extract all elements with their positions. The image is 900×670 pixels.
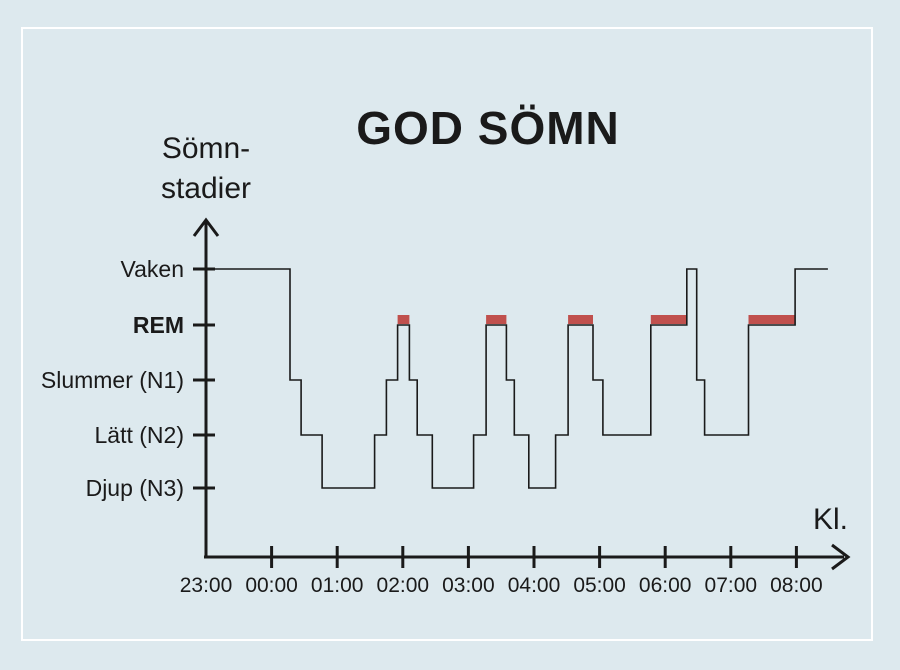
- x-tick-label: 06:00: [639, 574, 692, 597]
- y-tick-label-n1: Slummer (N1): [41, 367, 184, 393]
- rem-period-19: [650, 315, 687, 324]
- x-tick-label: 05:00: [573, 574, 626, 597]
- x-tick-label: 01:00: [311, 574, 364, 597]
- x-tick-label: 04:00: [508, 574, 561, 597]
- x-tick-label: 03:00: [442, 574, 495, 597]
- rem-highlights: [397, 315, 796, 324]
- panel-border: [21, 27, 873, 641]
- x-axis-label: Kl.: [813, 503, 848, 536]
- x-tick-label: 08:00: [770, 574, 823, 597]
- rem-period-6: [397, 315, 410, 324]
- chart-title: GOD SÖMN: [356, 102, 620, 154]
- y-tick-label-vaken: Vaken: [120, 256, 184, 282]
- x-tick-label: 02:00: [377, 574, 430, 597]
- series-layer: [206, 268, 828, 489]
- rem-period-23: [748, 315, 796, 324]
- y-axis-label-line-2: stadier: [161, 172, 251, 205]
- axes: [192, 217, 851, 571]
- y-tick-label-rem: REM: [133, 312, 184, 338]
- x-tick-label: 07:00: [705, 574, 758, 597]
- y-axis-label-line-1: Sömn-: [162, 132, 250, 165]
- x-tick-label: 23:00: [180, 574, 233, 597]
- y-tick-label-n3: Djup (N3): [86, 475, 184, 501]
- x-tick-label: 00:00: [245, 574, 298, 597]
- rem-period-11: [486, 315, 507, 324]
- y-tick-label-n2: Lätt (N2): [95, 422, 184, 448]
- sleep-stage-line-0: [206, 268, 828, 489]
- x-axis-arrow: [831, 543, 851, 571]
- y-axis-arrow: [192, 217, 220, 237]
- rem-period-16: [568, 315, 593, 324]
- x-ticks: 23:00 00:00 01:00 02:00 03:00 04:00 05:00 06:00…: [180, 546, 823, 597]
- y-ticks: Vaken REM Slummer (N1) Lätt (N2) Djup (N3): [41, 256, 215, 501]
